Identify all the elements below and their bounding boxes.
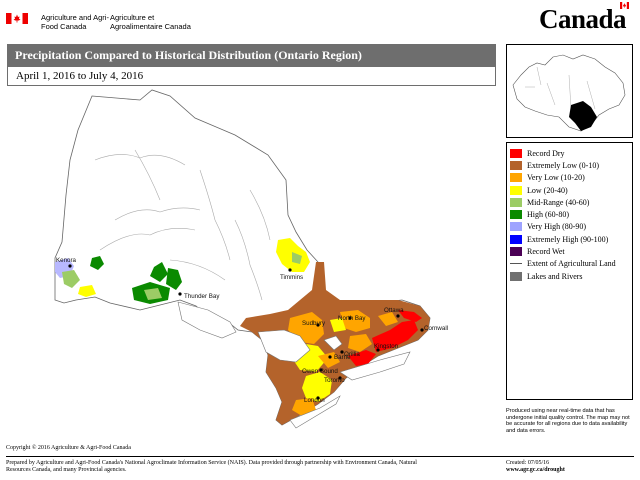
legend-swatch xyxy=(510,271,522,281)
legend-label: Extremely Low (0-10) xyxy=(527,160,599,170)
creation-info: Created: 07/05/16 www.agr.gc.ca/drought xyxy=(506,460,565,474)
northwest-precip-regions xyxy=(55,256,182,304)
legend-label: Extent of Agricultural Land xyxy=(527,259,616,269)
department-name-english: Agriculture and Agri-Food Canada xyxy=(41,13,109,31)
rivers xyxy=(94,149,271,301)
city-label-owen-sound: Owen Sound xyxy=(302,368,338,375)
city-label-ottawa: Ottawa xyxy=(384,307,404,314)
legend-item: Very High (80-90) xyxy=(510,221,629,233)
legend-label: Low (20-40) xyxy=(527,185,568,195)
legend-swatch xyxy=(510,173,522,183)
city-label-kenora: Kenora xyxy=(56,257,77,264)
map-title: Precipitation Compared to Historical Dis… xyxy=(7,44,496,66)
legend-swatch xyxy=(510,210,522,220)
government-header: Agriculture and Agri-Food Canada Agricul… xyxy=(0,0,640,40)
city-label-barrie: Barrie xyxy=(334,354,351,361)
canada-inset-graphic xyxy=(512,54,626,132)
department-name-french: Agriculture et Agroalimentaire Canada xyxy=(110,13,191,31)
legend-item: Record Dry xyxy=(510,147,629,159)
prepared-by-note: Prepared by Agriculture and Agri-Food Ca… xyxy=(6,460,417,473)
wordmark-text: Canada xyxy=(538,4,627,34)
city-label-timmins: Timmins xyxy=(280,274,303,281)
city-label-kingston: Kingston xyxy=(374,343,399,350)
legend-label: High (60-80) xyxy=(527,210,569,220)
legend-label: Extremely High (90-100) xyxy=(527,234,609,244)
legend-label: Record Dry xyxy=(527,148,565,158)
city-label-london: London xyxy=(304,397,325,404)
ontario-precipitation-map: Kenora Thunder Bay Timmins Sudbury North… xyxy=(54,89,448,429)
city-label-thunder-bay: Thunder Bay xyxy=(184,293,220,300)
ontario-outline xyxy=(54,89,431,426)
legend-label: Very Low (10-20) xyxy=(527,173,585,183)
legend-item: Mid-Range (40-60) xyxy=(510,196,629,208)
legend-label: Lakes and Rivers xyxy=(527,271,583,281)
canada-inset-map xyxy=(506,44,633,138)
timmins-mid-range xyxy=(292,252,302,264)
data-disclaimer: Produced using near real-time data that … xyxy=(506,408,630,434)
copyright-notice: Copyright © 2016 Agriculture & Agri-Food… xyxy=(6,445,131,451)
legend-label: Very High (80-90) xyxy=(527,222,587,232)
legend-swatch xyxy=(510,148,522,158)
city-labels: Kenora Thunder Bay Timmins Sudbury North… xyxy=(56,257,448,404)
canada-flag-icon xyxy=(6,13,28,24)
wordmark-flag-icon xyxy=(620,2,629,9)
legend-item: Low (20-40) xyxy=(510,184,629,196)
legend-swatch xyxy=(510,247,522,257)
legend-item: Very Low (10-20) xyxy=(510,172,629,184)
legend-swatch xyxy=(510,160,522,170)
lakes xyxy=(177,301,411,429)
city-label-toronto: Toronto xyxy=(324,377,345,384)
legend-swatch xyxy=(510,185,522,195)
legend-swatch xyxy=(510,222,522,232)
map-legend: Record Dry Extremely Low (0-10) Very Low (… xyxy=(506,142,633,400)
drought-url: www.agr.gc.ca/drought xyxy=(506,467,565,473)
legend-swatch xyxy=(510,197,522,207)
city-label-north-bay: North Bay xyxy=(338,315,366,322)
legend-item: Extremely Low (0-10) xyxy=(510,159,629,171)
legend-item: Extent of Agricultural Land xyxy=(510,258,629,270)
legend-item: High (60-80) xyxy=(510,208,629,220)
city-label-orillia: Orillia xyxy=(344,351,360,358)
city-label-sudbury: Sudbury xyxy=(302,320,326,327)
legend-item: Lakes and Rivers xyxy=(510,270,629,282)
city-label-cornwall: Cornwall xyxy=(424,325,448,332)
legend-item: Record Wet xyxy=(510,245,629,257)
legend-label: Mid-Range (40-60) xyxy=(527,197,590,207)
legend-line-swatch xyxy=(510,259,522,268)
legend-item: Extremely High (90-100) xyxy=(510,233,629,245)
canada-wordmark: Canada xyxy=(538,2,629,35)
footer-divider xyxy=(6,456,634,457)
date-range: April 1, 2016 to July 4, 2016 xyxy=(7,66,496,86)
city-markers xyxy=(68,264,424,400)
created-date: Created: 07/05/16 xyxy=(506,460,550,466)
legend-swatch xyxy=(510,234,522,244)
legend-label: Record Wet xyxy=(527,247,565,257)
